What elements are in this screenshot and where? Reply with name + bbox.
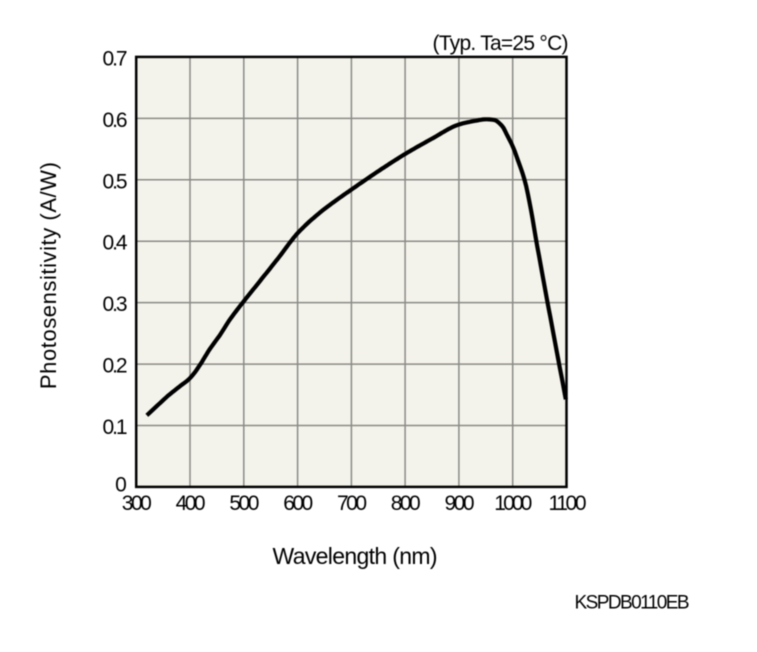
- svg-text:400: 400: [176, 492, 206, 515]
- svg-text:600: 600: [283, 492, 313, 515]
- svg-text:1000: 1000: [494, 492, 532, 515]
- svg-text:0.2: 0.2: [103, 355, 128, 378]
- svg-text:0.5: 0.5: [103, 170, 128, 193]
- svg-text:0: 0: [115, 473, 127, 496]
- svg-text:0.1: 0.1: [103, 416, 128, 439]
- svg-text:0.7: 0.7: [103, 48, 128, 71]
- svg-text:500: 500: [229, 492, 259, 515]
- svg-text:1100: 1100: [549, 492, 587, 515]
- svg-text:300: 300: [122, 492, 152, 515]
- svg-text:(Typ. Ta=25 °C): (Typ. Ta=25 °C): [433, 32, 569, 55]
- svg-text:700: 700: [337, 492, 367, 515]
- svg-text:900: 900: [445, 492, 475, 515]
- svg-text:0.6: 0.6: [103, 109, 128, 132]
- svg-text:KSPDB0110EB: KSPDB0110EB: [575, 593, 690, 614]
- svg-text:Wavelength (nm): Wavelength (nm): [273, 543, 438, 569]
- svg-text:Photosensitivity (A/W): Photosensitivity (A/W): [36, 162, 61, 389]
- svg-text:0.4: 0.4: [103, 232, 128, 255]
- svg-text:0.3: 0.3: [103, 293, 128, 316]
- svg-text:800: 800: [391, 492, 421, 515]
